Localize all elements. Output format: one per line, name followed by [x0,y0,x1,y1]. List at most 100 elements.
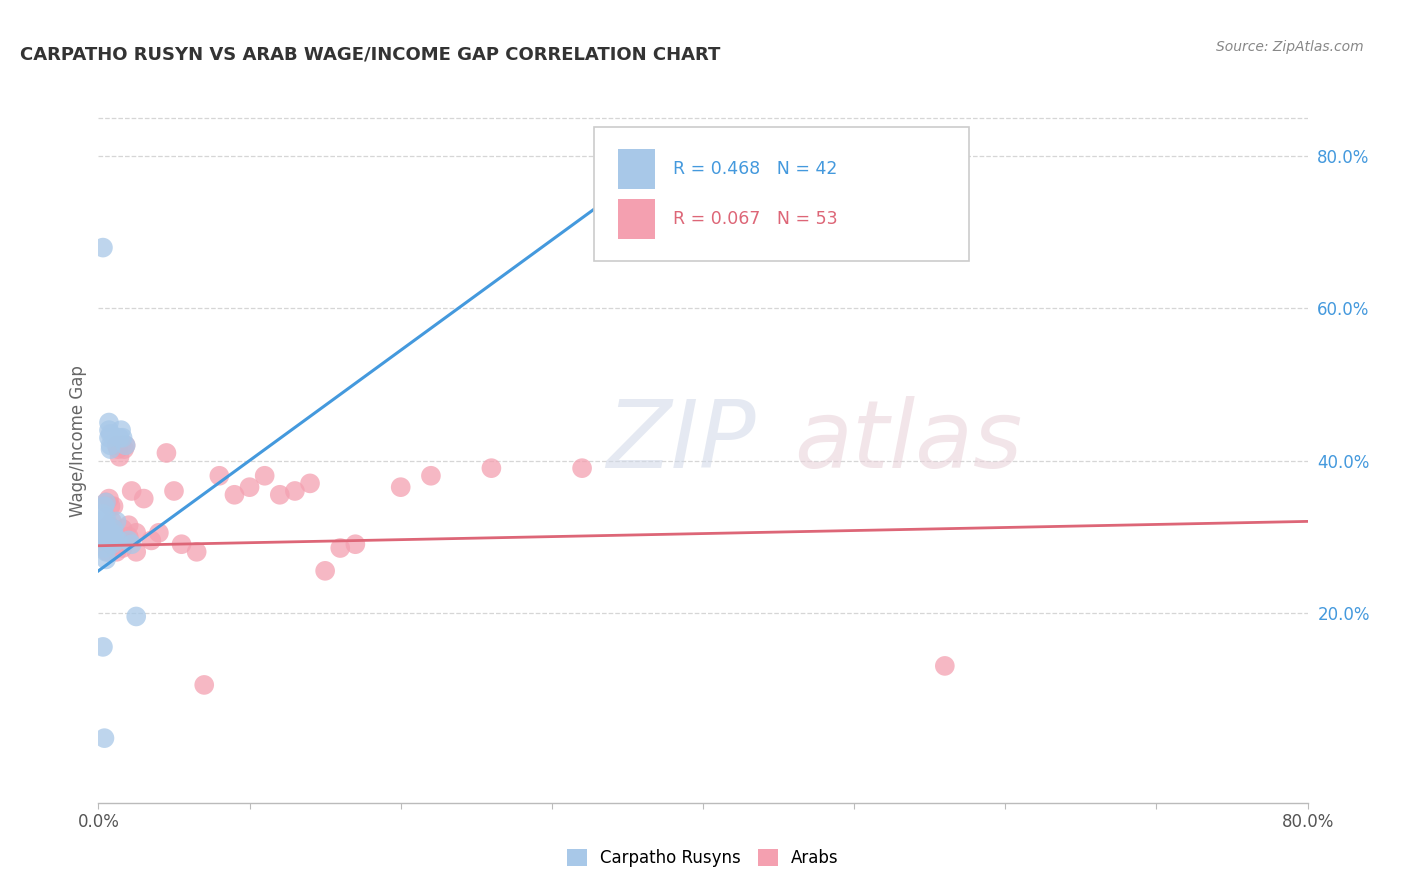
Point [389,480,412,494]
Point [111,541,134,555]
Point [96,533,118,548]
Text: CARPATHO RUSYN VS ARAB WAGE/INCOME GAP CORRELATION CHART: CARPATHO RUSYN VS ARAB WAGE/INCOME GAP C… [20,45,720,63]
Point [420,468,443,483]
Point [170,537,193,551]
Text: atlas: atlas [793,396,1022,487]
Point [100,426,122,441]
Point [103,533,125,548]
Point [94,545,117,559]
Point [121,537,143,551]
Point [934,659,956,673]
Point [94,530,117,544]
Point [101,537,124,551]
Point [107,533,129,548]
Point [105,545,128,559]
Point [115,533,138,548]
Point [108,431,131,445]
Point [101,530,124,544]
Point [93,731,115,746]
Point [110,423,132,437]
Y-axis label: Wage/Income Gap: Wage/Income Gap [69,366,87,517]
Point [101,515,124,529]
Point [155,446,177,460]
Point [100,438,122,452]
Point [90,518,112,533]
Point [93,541,115,555]
Point [148,525,170,540]
Point [104,530,127,544]
Point [110,533,132,548]
Point [132,491,155,506]
Point [96,525,118,540]
Point [94,510,117,524]
Point [103,499,125,513]
Point [125,525,148,540]
Point [91,640,114,654]
Point [111,431,134,445]
Point [114,438,136,452]
Point [224,488,246,502]
Text: Source: ZipAtlas.com: Source: ZipAtlas.com [1216,40,1364,54]
Point [96,545,118,559]
Point [94,552,117,566]
Point [103,533,125,548]
Point [93,499,115,513]
Point [118,530,141,544]
Text: R = 0.067   N = 53: R = 0.067 N = 53 [672,211,838,228]
Point [91,507,114,521]
Point [299,476,322,491]
Point [91,241,114,255]
Point [93,533,115,548]
Point [118,518,141,533]
Point [98,491,121,506]
Point [284,483,307,498]
Point [329,541,352,555]
Bar [619,200,655,239]
Point [108,450,131,464]
Text: R = 0.468   N = 42: R = 0.468 N = 42 [672,160,837,178]
Point [141,533,163,548]
Point [186,545,208,559]
Point [105,438,128,452]
Point [98,416,121,430]
Point [110,438,132,452]
Point [253,468,276,483]
Point [571,461,593,475]
Point [125,609,148,624]
Point [125,545,148,559]
Point [100,442,122,457]
Point [103,522,125,536]
Point [111,522,134,536]
Point [344,537,367,551]
Point [91,525,114,540]
Point [118,533,141,548]
Point [101,525,124,540]
FancyBboxPatch shape [595,128,969,260]
Point [481,461,503,475]
Point [100,537,122,551]
Point [90,530,112,544]
Point [314,564,336,578]
Point [94,495,117,509]
Text: ZIP: ZIP [606,396,756,487]
Point [114,438,136,452]
Point [208,468,231,483]
Point [121,483,143,498]
Point [661,233,683,247]
Point [163,483,186,498]
Point [98,518,121,533]
Point [193,678,215,692]
Point [93,522,115,536]
Point [98,431,121,445]
Point [269,488,291,502]
Point [107,537,129,551]
Point [104,525,127,540]
Point [112,442,135,457]
Point [94,495,117,509]
Point [94,518,117,533]
Point [100,499,122,513]
Legend: Carpatho Rusyns, Arabs: Carpatho Rusyns, Arabs [561,842,845,874]
Point [107,442,129,457]
Point [93,522,115,536]
Point [96,522,118,536]
